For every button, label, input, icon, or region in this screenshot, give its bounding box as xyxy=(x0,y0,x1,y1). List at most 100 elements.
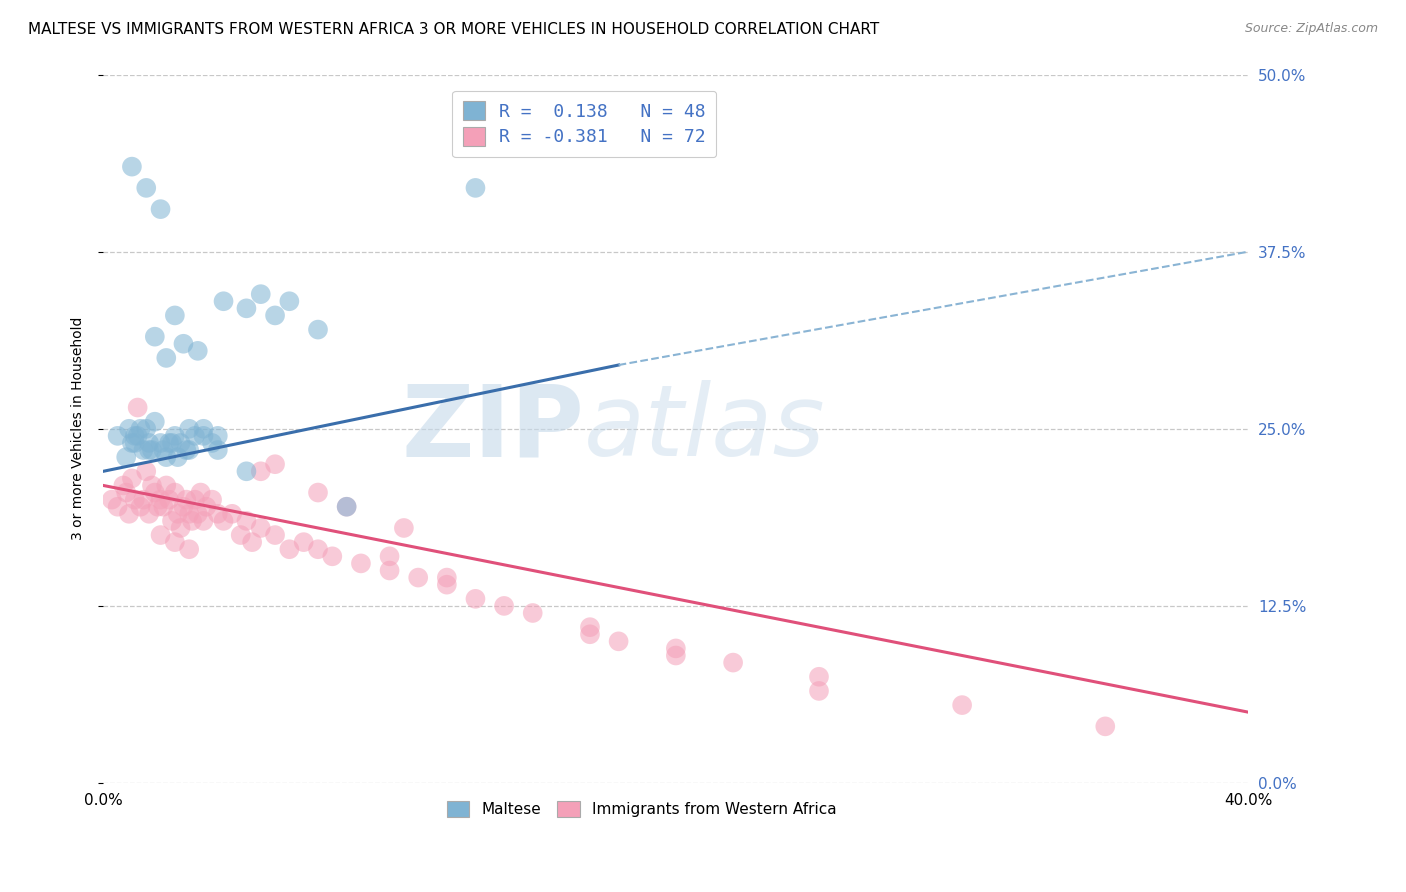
Point xyxy=(169,436,191,450)
Point xyxy=(127,429,149,443)
Point xyxy=(169,521,191,535)
Point xyxy=(132,492,155,507)
Point xyxy=(494,599,516,613)
Point xyxy=(124,429,146,443)
Point xyxy=(207,507,229,521)
Point xyxy=(115,485,138,500)
Point xyxy=(193,429,215,443)
Point xyxy=(141,478,163,492)
Point xyxy=(950,698,973,712)
Point xyxy=(235,301,257,316)
Point xyxy=(157,436,180,450)
Point xyxy=(378,564,401,578)
Point xyxy=(187,507,209,521)
Point xyxy=(143,485,166,500)
Point xyxy=(121,160,143,174)
Point xyxy=(179,542,201,557)
Point xyxy=(163,485,186,500)
Point xyxy=(107,500,129,514)
Point xyxy=(307,542,329,557)
Point xyxy=(135,181,157,195)
Point xyxy=(278,542,301,557)
Point xyxy=(464,591,486,606)
Point xyxy=(665,648,688,663)
Point xyxy=(808,684,831,698)
Point xyxy=(1094,719,1116,733)
Point xyxy=(121,436,143,450)
Point xyxy=(135,464,157,478)
Point xyxy=(127,401,149,415)
Point xyxy=(143,415,166,429)
Point xyxy=(184,492,207,507)
Point xyxy=(307,485,329,500)
Point xyxy=(229,528,252,542)
Point xyxy=(155,351,177,365)
Point xyxy=(522,606,544,620)
Point xyxy=(378,549,401,564)
Point xyxy=(176,443,198,458)
Point xyxy=(187,343,209,358)
Point xyxy=(115,450,138,464)
Point xyxy=(721,656,744,670)
Point xyxy=(193,422,215,436)
Point xyxy=(207,429,229,443)
Point xyxy=(579,620,602,634)
Point xyxy=(436,570,458,584)
Point xyxy=(160,436,183,450)
Legend: Maltese, Immigrants from Western Africa: Maltese, Immigrants from Western Africa xyxy=(439,794,844,825)
Point xyxy=(264,309,287,323)
Point xyxy=(249,464,271,478)
Point xyxy=(249,521,271,535)
Point xyxy=(321,549,343,564)
Point xyxy=(152,443,174,458)
Point xyxy=(138,507,160,521)
Point xyxy=(107,429,129,443)
Point xyxy=(138,436,160,450)
Point xyxy=(166,507,188,521)
Point xyxy=(235,464,257,478)
Point xyxy=(392,521,415,535)
Point xyxy=(249,287,271,301)
Point xyxy=(406,570,429,584)
Point xyxy=(124,492,146,507)
Point xyxy=(155,478,177,492)
Point xyxy=(141,443,163,458)
Point xyxy=(195,500,218,514)
Point xyxy=(118,422,141,436)
Point xyxy=(138,443,160,458)
Point xyxy=(149,528,172,542)
Point xyxy=(201,436,224,450)
Point xyxy=(143,329,166,343)
Point xyxy=(193,514,215,528)
Point xyxy=(121,471,143,485)
Point xyxy=(221,507,243,521)
Point xyxy=(665,641,688,656)
Point xyxy=(155,450,177,464)
Y-axis label: 3 or more Vehicles in Household: 3 or more Vehicles in Household xyxy=(72,317,86,541)
Point xyxy=(292,535,315,549)
Text: MALTESE VS IMMIGRANTS FROM WESTERN AFRICA 3 OR MORE VEHICLES IN HOUSEHOLD CORREL: MALTESE VS IMMIGRANTS FROM WESTERN AFRIC… xyxy=(28,22,879,37)
Point xyxy=(278,294,301,309)
Point xyxy=(172,336,194,351)
Point xyxy=(179,443,201,458)
Point xyxy=(160,514,183,528)
Point xyxy=(212,514,235,528)
Point xyxy=(179,422,201,436)
Point xyxy=(166,450,188,464)
Point xyxy=(264,457,287,471)
Point xyxy=(176,492,198,507)
Text: ZIP: ZIP xyxy=(401,380,585,477)
Point xyxy=(163,429,186,443)
Point xyxy=(207,443,229,458)
Point xyxy=(124,436,146,450)
Point xyxy=(336,500,359,514)
Point xyxy=(163,535,186,549)
Point xyxy=(464,181,486,195)
Point xyxy=(157,492,180,507)
Point xyxy=(350,557,373,571)
Point xyxy=(149,492,172,507)
Text: atlas: atlas xyxy=(585,380,825,477)
Point xyxy=(190,485,212,500)
Point xyxy=(184,429,207,443)
Point xyxy=(149,202,172,216)
